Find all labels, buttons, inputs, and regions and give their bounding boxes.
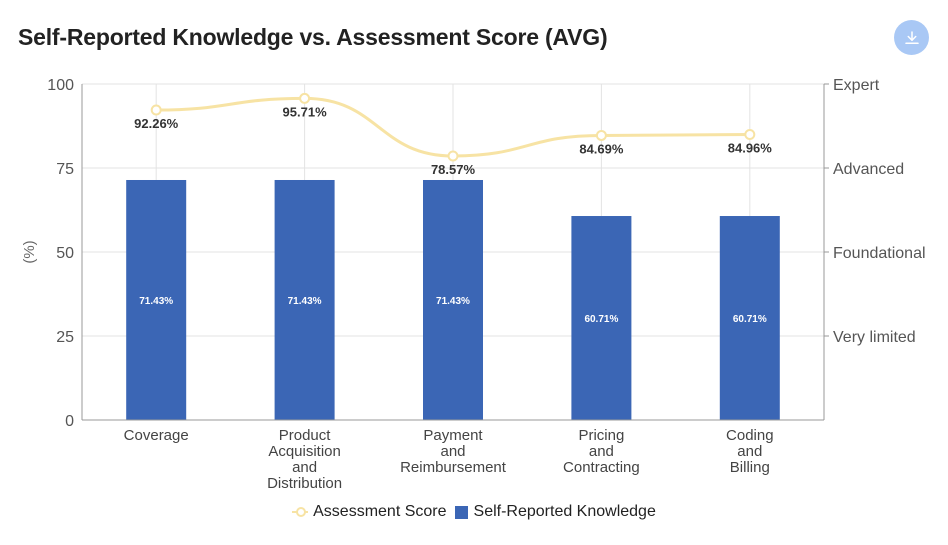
y-tick-label: 50 — [56, 245, 74, 262]
x-category-line: and — [737, 443, 762, 460]
line-value-label: 84.96% — [728, 141, 773, 156]
bar[interactable] — [719, 216, 780, 420]
line-value-label: 78.57% — [431, 162, 476, 177]
line-point[interactable] — [150, 104, 162, 116]
line-value-label: 84.69% — [579, 141, 624, 156]
x-category-line: Acquisition — [268, 443, 341, 460]
right-axis-label: Very limited — [833, 329, 916, 346]
line-point[interactable] — [447, 150, 459, 162]
line-value-label: 95.71% — [283, 104, 328, 119]
chart-title: Self-Reported Knowledge vs. Assessment S… — [18, 24, 608, 50]
x-category-label: Coverage — [124, 427, 189, 444]
bar[interactable] — [126, 179, 187, 420]
bar-series — [126, 179, 780, 420]
x-category-line: and — [292, 459, 317, 476]
y-tick-label: 100 — [47, 77, 74, 94]
legend-bar-marker — [454, 505, 468, 519]
right-axis-label: Expert — [833, 77, 880, 94]
bar[interactable] — [571, 216, 632, 420]
x-category-line: Billing — [730, 459, 770, 476]
line-point[interactable] — [595, 129, 607, 141]
labels: 71.43% 71.43% 71.43% 60.71% 60.71% Coverage Pr… — [124, 104, 774, 492]
line-series — [150, 92, 756, 162]
legend-label-assessment: Assessment Score — [313, 503, 447, 520]
chart-area: 0 25 50 75 100 Expert Advanced Foundational Very… — [21, 77, 926, 492]
line-point[interactable] — [744, 129, 756, 141]
bar-value-label: 60.71% — [733, 314, 767, 325]
x-category-line: Pricing — [578, 427, 624, 444]
x-category-label: Pricing and Contracting — [563, 427, 640, 476]
x-category-line: Coverage — [124, 427, 189, 444]
x-category-line: and — [440, 443, 465, 460]
bar[interactable] — [274, 179, 335, 420]
right-axis-label: Advanced — [833, 161, 904, 178]
x-category-label: Product Acquisition and Distribution — [267, 427, 342, 492]
bar-value-label: 60.71% — [584, 314, 618, 325]
x-category-line: and — [589, 443, 614, 460]
line-value-label: 92.26% — [134, 116, 179, 131]
y-tick-label: 25 — [56, 329, 74, 346]
x-category-line: Reimbursement — [400, 459, 507, 476]
x-category-line: Coding — [726, 427, 774, 444]
x-category-line: Contracting — [563, 459, 640, 476]
legend-label-knowledge: Self-Reported Knowledge — [473, 503, 656, 520]
x-category-line: Payment — [423, 427, 483, 444]
download-icon — [904, 30, 919, 44]
x-category-label: Coding and Billing — [726, 427, 774, 476]
legend-line-marker — [292, 507, 309, 517]
bar[interactable] — [423, 179, 483, 420]
y-axis-title: (%) — [21, 240, 38, 263]
y-tick-label: 0 — [65, 413, 74, 430]
y-tick-label: 75 — [56, 161, 74, 178]
legend-item-assessment[interactable]: Assessment Score — [292, 503, 447, 521]
right-axis-label: Foundational — [833, 245, 926, 262]
x-category-line: Product — [279, 427, 332, 444]
legend: Assessment Score Self-Reported Knowledge — [0, 503, 948, 521]
download-button[interactable] — [894, 20, 929, 55]
x-category-line: Distribution — [267, 475, 342, 492]
x-category-label: Payment and Reimbursement — [400, 427, 507, 476]
bar-value-label: 71.43% — [436, 296, 470, 307]
bar-value-label: 71.43% — [288, 296, 322, 307]
axes: 0 25 50 75 100 Expert Advanced Foundational Very… — [21, 77, 926, 430]
line-point[interactable] — [299, 92, 311, 104]
legend-item-knowledge[interactable]: Self-Reported Knowledge — [454, 503, 656, 521]
bar-value-label: 71.43% — [139, 296, 173, 307]
